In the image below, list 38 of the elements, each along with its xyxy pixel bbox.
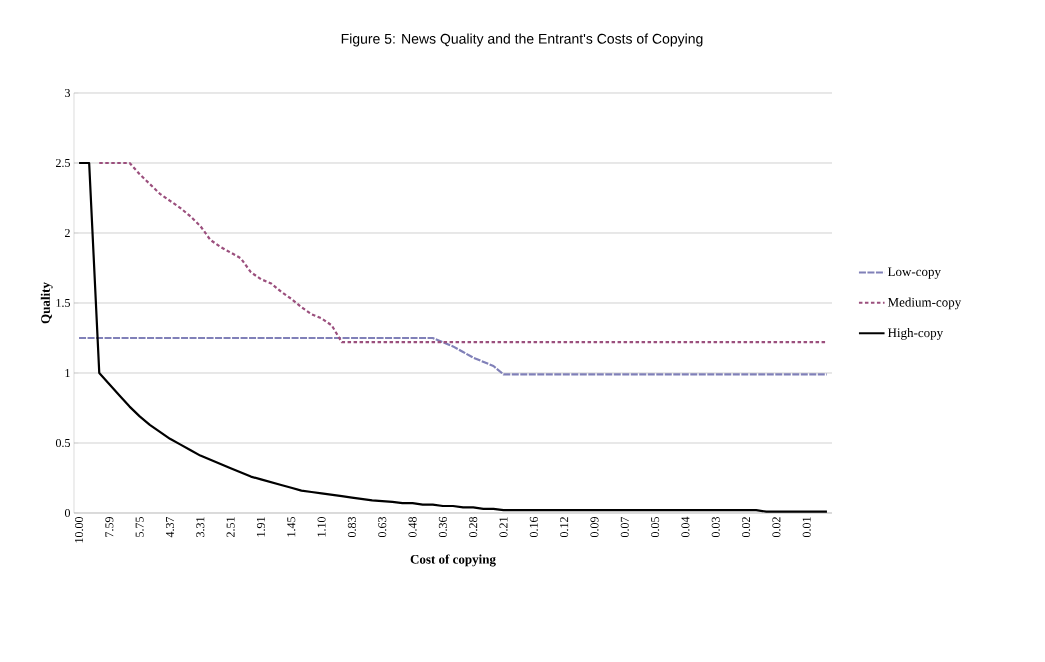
x-tick-label: 0.07 <box>620 516 629 538</box>
x-tick-label: 0.05 <box>651 517 660 538</box>
x-tick-label: 0.03 <box>711 517 720 538</box>
legend-label: Low-copy <box>887 267 941 279</box>
x-tick-label: 0.28 <box>469 517 478 538</box>
y-tick-label: 3 <box>65 88 70 98</box>
x-tick-label: 0.83 <box>347 517 357 538</box>
y-tick-label: 0 <box>64 508 70 518</box>
x-tick-label: 0.02 <box>742 517 751 538</box>
x-tick-label: 3.31 <box>196 517 205 537</box>
x-tick-label: 1.91 <box>256 517 266 537</box>
y-tick-label: 2.5 <box>56 158 70 168</box>
x-tick-label: 0.04 <box>681 516 690 538</box>
x-tick-label: 2.51 <box>226 517 235 537</box>
x-tick-label: 0.02 <box>772 517 781 538</box>
x-tick-label: 10.00 <box>74 517 84 543</box>
x-tick-label: 5.75 <box>135 517 144 537</box>
y-axis-title: Quality <box>40 282 53 324</box>
x-tick-label: 0.16 <box>529 516 538 538</box>
x-tick-label: 0.48 <box>408 517 417 538</box>
chart-title: Figure 5: News Quality and the Entrant's Costs of Copying <box>341 33 703 47</box>
y-tick-label: 1 <box>65 369 70 377</box>
x-tick-label: 1.10 <box>317 517 326 537</box>
x-axis-title: Cost of copying <box>410 554 496 567</box>
x-tick-label: 0.12 <box>560 517 569 538</box>
x-tick-label: 0.09 <box>590 517 599 538</box>
x-tick-label: 4.37 <box>165 516 175 538</box>
x-tick-label: 0.36 <box>438 516 447 538</box>
x-tick-label: 7.59 <box>105 517 114 537</box>
x-tick-label: 1.45 <box>287 517 296 537</box>
x-tick-label: 0.01 <box>802 517 811 538</box>
y-tick-label: 2 <box>65 229 70 237</box>
y-tick-label: 0.5 <box>55 438 70 448</box>
y-tick-label: 1.5 <box>56 298 70 308</box>
legend-label: High-copy <box>887 328 944 340</box>
legend-label: Medium-copy <box>887 297 962 310</box>
x-tick-label: 0.63 <box>378 517 387 538</box>
x-tick-label: 0.21 <box>499 517 508 538</box>
